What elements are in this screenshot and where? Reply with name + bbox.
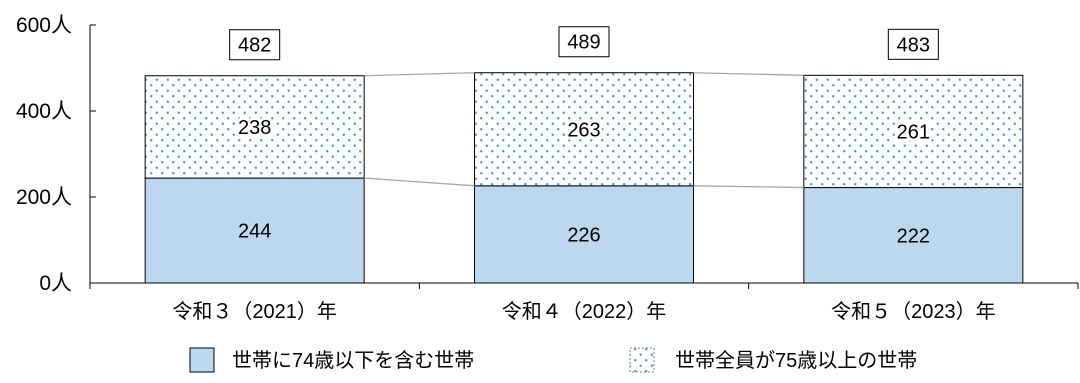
x-category-label-1: 令和４（2022）年: [502, 300, 667, 323]
data-label-1-0: 238: [238, 117, 271, 139]
total-box-2: [887, 28, 939, 60]
legend-label-1: 世帯全員が75歳以上の世帯: [675, 349, 917, 372]
bar-segment-0-1: [474, 185, 694, 284]
series-line-1-0: [364, 72, 475, 77]
y-axis-ticks: 0人 200人 400人 600人: [16, 14, 96, 295]
y-tick-label-3: 600人: [16, 14, 72, 37]
data-label-1-2: 261: [897, 121, 930, 143]
total-label-1: 489: [567, 32, 600, 54]
series-line-0-0: [364, 177, 475, 187]
x-category-label-2: 令和５（2023）年: [831, 300, 996, 323]
bar-segment-1-0: [144, 75, 365, 179]
bar-segment-1-2: [803, 74, 1024, 189]
axes: [89, 25, 1078, 289]
total-box-0: [229, 29, 281, 61]
legend-swatch-1: [629, 347, 655, 373]
bar-segment-1-1: [474, 72, 694, 187]
y-tick-label-0: 0人: [39, 272, 72, 295]
data-label-0-0: 244: [238, 221, 271, 243]
series-connector-lines: [364, 72, 804, 189]
y-tick-label-2: 400人: [16, 100, 72, 123]
data-label-0-2: 222: [897, 225, 930, 247]
bar-segment-0-0: [144, 177, 365, 284]
x-category-label-0: 令和３（2021）年: [172, 300, 337, 323]
total-label-0: 482: [238, 35, 271, 57]
bar-segments: [144, 72, 1024, 284]
data-labels: 244 226 222 238 263 261: [235, 114, 933, 247]
series-line-0-1: [693, 185, 804, 189]
series-line-1-1: [693, 72, 804, 76]
total-box-1: [558, 26, 610, 58]
legend: 世帯に74歳以下を含む世帯 世帯全員が75歳以上の世帯: [189, 347, 917, 373]
data-label-1-1: 263: [567, 119, 600, 141]
legend-label-0: 世帯に74歳以下を含む世帯: [232, 349, 474, 372]
x-axis-ticks: 令和３（2021）年 令和４（2022）年 令和５（2023）年: [172, 283, 1079, 323]
legend-swatch-0: [189, 347, 215, 373]
data-label-0-1: 226: [567, 224, 600, 246]
total-labels: 482 489 483: [229, 26, 939, 61]
total-label-2: 483: [897, 34, 930, 56]
y-tick-label-1: 200人: [16, 186, 72, 209]
